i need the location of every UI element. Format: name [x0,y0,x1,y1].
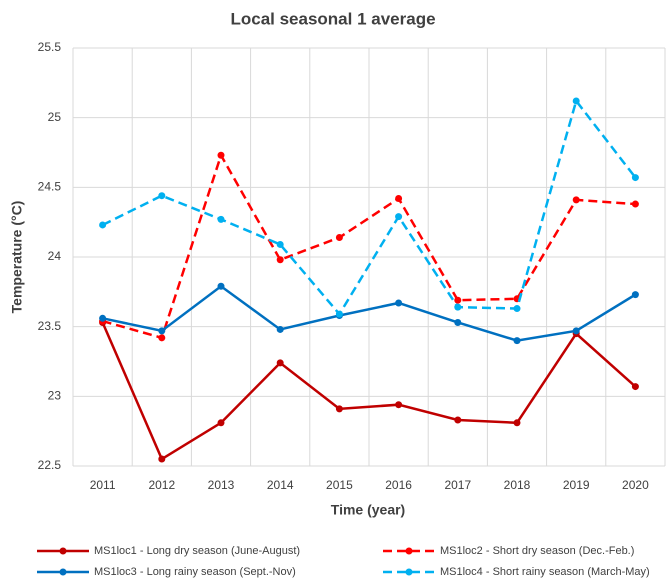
legend-marker [405,547,413,555]
point [217,282,225,290]
point [276,359,284,367]
point [454,318,462,326]
point [158,192,166,200]
point [335,310,343,318]
point [395,213,403,221]
legend-marker [59,568,67,576]
point [217,419,225,427]
point [158,334,166,342]
y-tick-label: 24 [48,249,62,263]
y-tick-label: 22.5 [38,458,62,472]
point [335,233,343,241]
legend-marker [59,547,67,555]
y-tick-label: 23 [48,389,62,403]
y-tick-label: 23.5 [38,319,62,333]
point [631,383,639,391]
point [217,151,225,159]
x-tick-label: 2011 [90,478,116,492]
point [276,325,284,333]
y-tick-label: 25 [48,110,62,124]
x-tick-label: 2017 [444,478,471,492]
y-tick-label: 25.5 [38,40,62,54]
point [276,256,284,264]
series-line [102,98,637,317]
point [158,455,166,463]
legend-label: MS1loc2 - Short dry season (Dec.-Feb.) [440,545,634,557]
point [631,174,639,182]
series-line [102,152,636,340]
x-tick-label: 2018 [504,478,531,492]
chart-title: Local seasonal 1 average [230,9,435,28]
y-tick-label: 24.5 [38,180,62,194]
point [158,327,166,335]
point [454,303,462,311]
series-line [101,321,637,461]
legend-label: MS1loc4 - Short rainy season (March-May) [440,566,650,578]
point [454,416,462,424]
point [395,299,403,307]
x-axis-label: Time (year) [331,502,405,518]
point [572,327,580,335]
x-tick-label: 2020 [622,478,649,492]
y-axis-label: Temperature (°C) [9,201,25,314]
x-tick-label: 2016 [385,478,412,492]
x-tick-label: 2012 [148,478,175,492]
series-line [102,284,637,342]
point [335,405,343,413]
point [99,221,107,229]
legend-label: MS1loc3 - Long rainy season (Sept.-Nov) [94,566,296,578]
point [395,401,403,409]
point [631,291,639,299]
point [513,419,521,427]
x-tick-label: 2014 [267,478,294,492]
x-tick-label: 2015 [326,478,353,492]
point [631,200,639,208]
point [572,196,580,204]
point [454,296,462,304]
point [513,305,521,313]
point [217,215,225,223]
legend-label: MS1loc1 - Long dry season (June-August) [94,545,300,557]
point [99,314,107,322]
legend-marker [405,568,413,576]
x-tick-label: 2019 [563,478,590,492]
x-tick-label: 2013 [208,478,235,492]
point [276,240,284,248]
point [572,97,580,105]
point [513,337,521,345]
point [395,194,403,202]
